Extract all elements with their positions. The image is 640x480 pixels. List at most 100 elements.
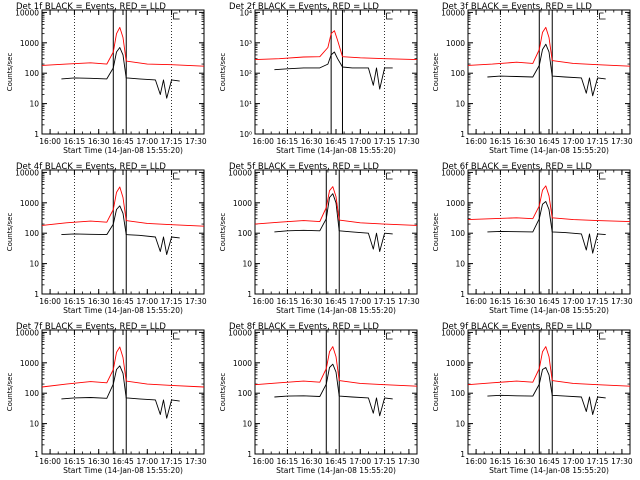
y-tick-label: 10 — [29, 420, 39, 429]
x-tick-label: 16:45 — [112, 137, 134, 146]
lld-series-line — [41, 26, 205, 67]
x-tick-label: 17:00 — [349, 297, 371, 306]
x-tick-label: 16:30 — [88, 457, 110, 466]
events-series-line — [274, 51, 393, 90]
x-tick-label: 16:30 — [514, 457, 536, 466]
lld-series-line — [467, 185, 631, 223]
events-series-line — [487, 43, 606, 97]
y-tick-label: 1000 — [233, 359, 252, 368]
panel-title: Det 6f BLACK = Events, RED = LLD — [442, 162, 592, 172]
detector-panel: Det 4f BLACK = Events, RED = LLD 1 10 100 10… — [6, 162, 207, 315]
y-tick-label: 100 — [25, 229, 40, 238]
events-series-line — [61, 47, 180, 99]
x-tick-label: 16:00 — [39, 137, 61, 146]
y-tick-label: 100 — [451, 229, 466, 238]
detector-panel: Det 7f BLACK = Events, RED = LLD 1 10 100 10… — [6, 322, 207, 475]
events-series-line — [487, 201, 606, 254]
x-tick-label: 16:45 — [325, 137, 347, 146]
x-tick-label: 17:00 — [136, 137, 158, 146]
y-tick-label: 100 — [451, 69, 466, 78]
x-tick-label: 16:15 — [64, 137, 86, 146]
flag-marker-icon — [173, 12, 180, 20]
x-tick-label: 16:45 — [325, 297, 347, 306]
x-tick-label: 16:30 — [514, 297, 536, 306]
detector-panel: Det 9f BLACK = Events, RED = LLD 1 10 100 10… — [432, 322, 633, 475]
plot-frame — [41, 9, 205, 135]
panel-title: Det 3f BLACK = Events, RED = LLD — [442, 2, 592, 12]
panel-title: Det 7f BLACK = Events, RED = LLD — [16, 322, 166, 332]
y-tick-label: 1 — [34, 130, 39, 139]
x-tick-label: 17:30 — [185, 457, 207, 466]
y-tick-label: 1000 — [446, 199, 465, 208]
flag-marker-icon — [386, 172, 393, 180]
x-tick-label: 17:15 — [587, 457, 609, 466]
x-tick-label: 16:00 — [39, 457, 61, 466]
lld-series-line — [467, 346, 631, 387]
y-tick-label: 1 — [247, 290, 252, 299]
x-tick-label: 16:15 — [490, 457, 512, 466]
events-series-line — [61, 205, 180, 255]
panel-title: Det 4f BLACK = Events, RED = LLD — [16, 162, 166, 172]
plot-frame — [254, 169, 418, 295]
x-axis-label: Start Time (14-Jan-08 15:55:20) — [276, 146, 396, 155]
x-tick-label: 16:30 — [88, 137, 110, 146]
x-axis-label: Start Time (14-Jan-08 15:55:20) — [63, 306, 183, 315]
y-tick-label: 10² — [239, 69, 252, 78]
y-tick-label: 10 — [242, 260, 252, 269]
flag-marker-icon — [173, 332, 180, 340]
y-axis-label: Counts/sec — [432, 213, 440, 252]
lld-series-line — [41, 186, 205, 227]
x-tick-label: 17:00 — [349, 457, 371, 466]
y-tick-label: 100 — [238, 389, 253, 398]
y-tick-label: 10000 — [228, 168, 252, 177]
y-tick-label: 10⁴ — [239, 8, 252, 17]
y-tick-label: 1 — [247, 450, 252, 459]
y-tick-label: 1 — [460, 450, 465, 459]
x-tick-label: 16:15 — [277, 137, 299, 146]
x-tick-label: 17:00 — [562, 137, 584, 146]
x-axis-label: Start Time (14-Jan-08 15:55:20) — [276, 466, 396, 475]
y-tick-label: 100 — [25, 69, 40, 78]
flag-marker-icon — [386, 332, 393, 340]
x-tick-label: 17:00 — [349, 137, 371, 146]
x-tick-label: 16:45 — [538, 297, 560, 306]
y-tick-label: 1 — [34, 450, 39, 459]
x-tick-label: 16:30 — [301, 457, 323, 466]
y-tick-label: 1 — [460, 290, 465, 299]
x-tick-label: 17:15 — [587, 137, 609, 146]
x-tick-label: 17:15 — [587, 297, 609, 306]
x-tick-label: 17:30 — [611, 297, 633, 306]
y-tick-label: 100 — [25, 389, 40, 398]
flag-marker-icon — [599, 172, 606, 180]
y-axis-label: Counts/sec — [6, 373, 14, 412]
x-tick-label: 16:00 — [252, 457, 274, 466]
x-tick-label: 16:30 — [301, 137, 323, 146]
x-axis-label: Start Time (14-Jan-08 15:55:20) — [63, 146, 183, 155]
x-tick-label: 17:00 — [562, 457, 584, 466]
lld-series-line — [254, 186, 418, 226]
plot-frame — [467, 9, 631, 135]
plot-frame — [41, 169, 205, 295]
y-tick-label: 10 — [29, 100, 39, 109]
y-axis-label: Counts/sec — [6, 213, 14, 252]
y-tick-label: 10000 — [441, 328, 465, 337]
x-tick-label: 16:15 — [64, 297, 86, 306]
x-axis-label: Start Time (14-Jan-08 15:55:20) — [489, 146, 609, 155]
events-series-line — [274, 193, 393, 252]
panel-title: Det 8f BLACK = Events, RED = LLD — [229, 322, 379, 332]
y-tick-label: 1000 — [446, 39, 465, 48]
x-tick-label: 16:30 — [514, 137, 536, 146]
x-tick-label: 16:15 — [277, 457, 299, 466]
events-series-line — [487, 367, 606, 415]
x-tick-label: 16:00 — [252, 137, 274, 146]
flag-marker-icon — [599, 12, 606, 20]
flag-marker-icon — [386, 12, 393, 20]
y-tick-label: 10 — [242, 420, 252, 429]
x-tick-label: 17:15 — [374, 457, 396, 466]
y-tick-label: 10 — [455, 260, 465, 269]
plot-frame — [254, 329, 418, 455]
y-tick-label: 10⁰ — [239, 130, 252, 139]
y-tick-label: 10000 — [15, 328, 39, 337]
y-axis-label: Counts/sec — [219, 213, 227, 252]
